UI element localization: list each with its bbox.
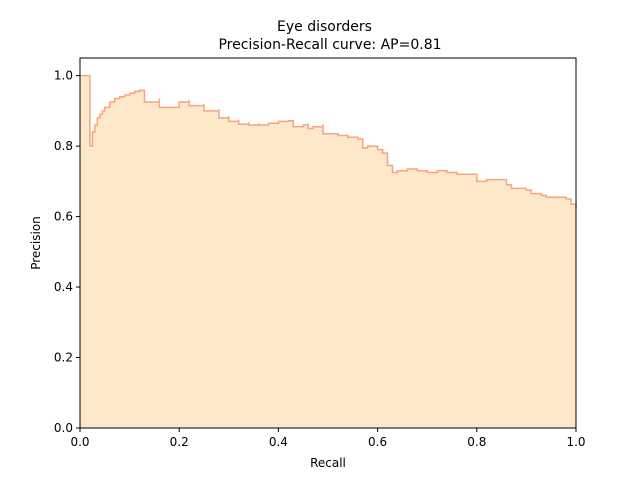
x-tick-label: 0.8 [467, 435, 486, 449]
x-axis-label: Recall [310, 456, 346, 470]
x-tick-label: 0.2 [170, 435, 189, 449]
y-tick-label: 0.2 [54, 351, 73, 365]
plot-frame [79, 57, 577, 429]
y-tick-label: 0.8 [54, 139, 73, 153]
x-tick-label: 1.0 [566, 435, 585, 449]
x-axis: 0.0 0.2 0.4 0.6 0.8 1.0 [70, 428, 586, 449]
y-tick-label: 0.0 [54, 421, 73, 435]
chart-subtitle: Precision-Recall curve: AP=0.81 [218, 37, 441, 53]
x-tick-label: 0.0 [70, 435, 89, 449]
pr-curve-line [80, 74, 577, 208]
x-tick-label: 0.4 [269, 435, 288, 449]
y-tick-label: 1.0 [54, 69, 73, 83]
y-tick-label: 0.4 [54, 280, 73, 294]
y-axis-label: Precision [29, 216, 43, 270]
x-tick-label: 0.6 [368, 435, 387, 449]
plot-area [80, 74, 577, 429]
pr-area-fill [80, 75, 576, 429]
y-axis: 0.0 0.2 0.4 0.6 0.8 1.0 [54, 69, 80, 435]
chart-title: Eye disorders [277, 19, 372, 35]
y-tick-label: 0.6 [54, 210, 73, 224]
